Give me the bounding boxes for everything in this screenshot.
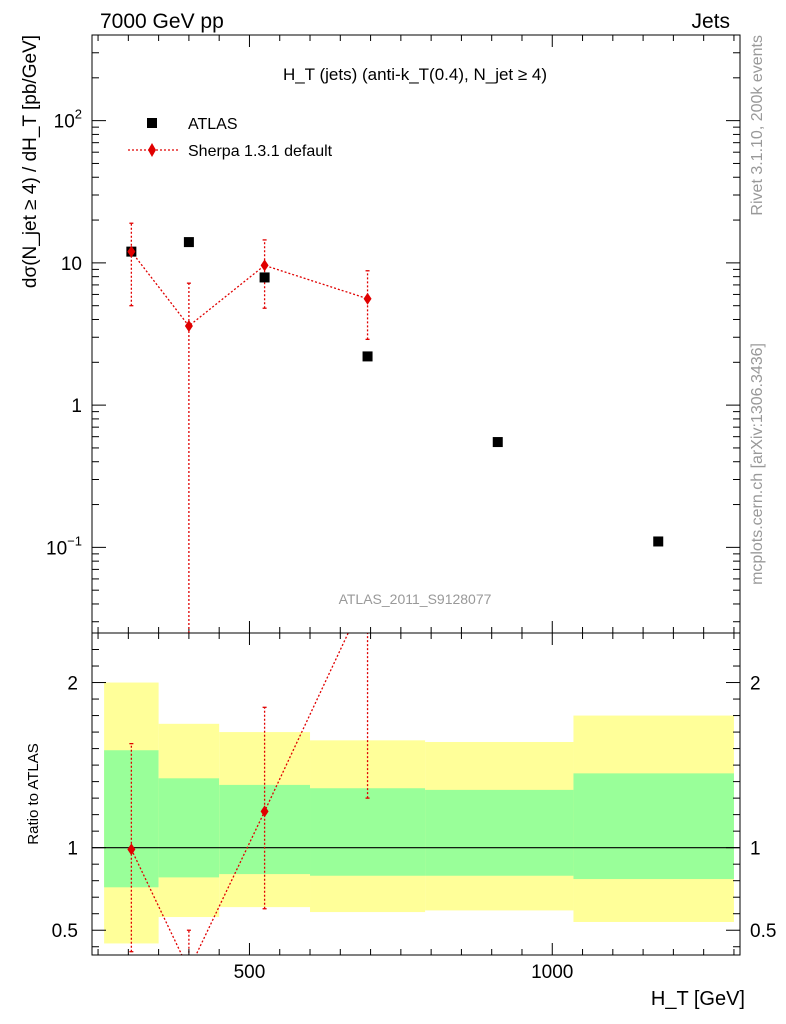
x-axis-label: H_T [GeV] — [651, 988, 745, 1010]
sherpa-point — [260, 259, 269, 272]
atlas-point — [362, 351, 373, 362]
main-y-axis-label: dσ(N_jet ≥ 4) / dH_T [pb/GeV] — [20, 35, 41, 288]
inner-uncertainty-band — [158, 778, 220, 878]
ratio-y-tick-label-left: 1 — [67, 839, 78, 860]
inner-uncertainty-band — [573, 773, 734, 880]
atlas-point — [492, 437, 503, 448]
sherpa-point — [127, 245, 136, 258]
header-left: 7000 GeV pp — [100, 10, 224, 33]
side-label-top: Rivet 3.1.10, 200k events — [749, 35, 766, 216]
legend-sherpa-marker — [148, 143, 156, 157]
ratio-y-axis-label: Ratio to ATLAS — [25, 743, 42, 844]
legend: ATLAS Sherpa 1.3.1 default — [128, 116, 333, 160]
sherpa-series-line — [130, 251, 368, 327]
legend-sherpa-label: Sherpa 1.3.1 default — [188, 143, 333, 160]
watermark: ATLAS_2011_S9128077 — [339, 591, 492, 607]
atlas-point — [259, 272, 270, 283]
ratio-point — [127, 843, 136, 856]
ratio-tick-labels: 0.5 0.5 1 1 2 2 500 1000 — [52, 674, 777, 983]
x-tick-label: 1000 — [531, 962, 573, 983]
main-panel: 10−1 1 10 102 H_T (jets) (anti-k_T(0.4), N_… — [20, 34, 741, 634]
y-tick-label: 1 — [71, 396, 82, 417]
ratio-y-tick-label-right: 1 — [750, 839, 761, 860]
main-y-tick-labels: 10−1 1 10 102 — [46, 107, 82, 560]
ratio-frame — [91, 632, 741, 956]
ratio-axis-ticks — [92, 633, 740, 955]
inner-uncertainty-band — [425, 789, 574, 876]
y-tick-label: 10 — [61, 254, 82, 275]
y-tick-label: 102 — [54, 107, 82, 133]
main-title: H_T (jets) (anti-k_T(0.4), N_jet ≥ 4) — [283, 65, 547, 84]
side-label-bottom: mcplots.cern.ch [arXiv:1306.3436] — [749, 343, 766, 585]
x-tick-label: 500 — [234, 962, 266, 983]
ratio-uncertainty-bands — [92, 682, 740, 944]
sherpa-point — [363, 292, 372, 305]
inner-uncertainty-band — [310, 788, 426, 876]
atlas-point — [653, 536, 664, 547]
main-axis-ticks — [92, 34, 740, 633]
ratio-y-tick-label-left: 2 — [67, 674, 78, 695]
ratio-panel: 0.5 0.5 1 1 2 2 500 1000 Ratio to ATLAS H_T [Ge… — [25, 632, 777, 1010]
ratio-y-tick-label-right: 0.5 — [750, 921, 776, 942]
ratio-series-line — [130, 633, 349, 955]
ratio-point — [260, 805, 269, 818]
legend-atlas-marker — [147, 118, 157, 128]
atlas-point — [183, 237, 194, 248]
sherpa-point — [184, 319, 193, 332]
ratio-y-tick-label-right: 2 — [750, 674, 761, 695]
ratio-data-marks — [127, 633, 370, 955]
main-data-marks — [126, 222, 664, 633]
ratio-series — [127, 633, 370, 955]
ratio-y-tick-label-left: 0.5 — [52, 921, 78, 942]
y-tick-label: 10−1 — [46, 533, 82, 559]
header-right: Jets — [691, 10, 730, 33]
legend-atlas-label: ATLAS — [188, 116, 238, 133]
